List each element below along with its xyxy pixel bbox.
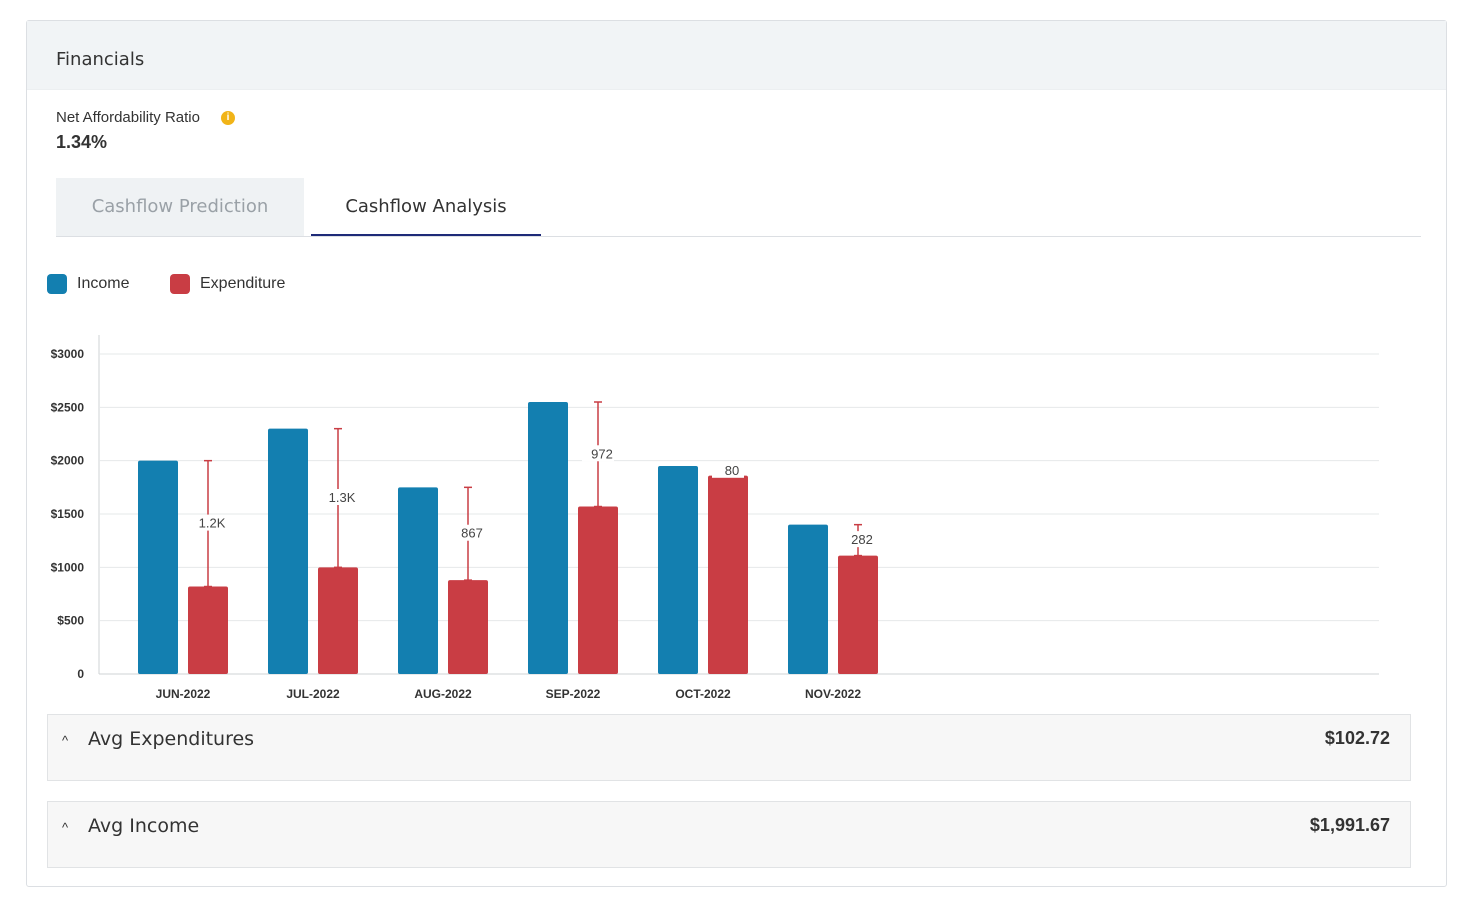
difference-label: 282	[851, 532, 873, 547]
affordability-value: 1.34%	[56, 132, 108, 152]
tab-cashflow-prediction[interactable]: Cashflow Prediction	[56, 178, 304, 236]
expenditure-bar	[578, 506, 618, 674]
chevron-up-icon: ^	[62, 733, 69, 748]
accordion-label: Avg Income	[88, 815, 200, 837]
expenditure-bar	[838, 555, 878, 674]
card-title: Financials	[56, 49, 145, 70]
expenditure-bar	[708, 475, 748, 674]
legend-item-income[interactable]: Income	[47, 274, 129, 294]
y-tick-label: $1500	[51, 507, 85, 521]
accordion-value: $102.72	[1324, 728, 1390, 748]
y-tick-label: $2000	[51, 454, 85, 468]
difference-label: 1.2K	[199, 516, 226, 531]
difference-label-bg	[192, 514, 224, 531]
y-tick-label: $2500	[51, 400, 85, 414]
difference-label: 80	[725, 463, 739, 478]
accordion-avg-income[interactable]: ^ Avg Income $1,991.67	[47, 801, 1411, 868]
income-bar	[658, 466, 698, 674]
x-tick-label: SEP-2022	[546, 687, 601, 701]
info-icon[interactable]: i	[221, 111, 235, 125]
x-tick-label: AUG-2022	[414, 687, 472, 701]
tab-divider	[56, 236, 1421, 237]
difference-label-bg	[452, 524, 484, 541]
difference-label-bg	[582, 445, 614, 462]
affordability-label: Net Affordability Ratio	[56, 109, 200, 126]
difference-label: 1.3K	[329, 490, 356, 505]
accordion-label: Avg Expenditures	[88, 728, 255, 750]
x-tick-label: JUL-2022	[286, 687, 340, 701]
card-header: Financials	[27, 21, 1446, 90]
accordion-avg-expenditures[interactable]: ^ Avg Expenditures $102.72	[47, 714, 1411, 781]
x-tick-label: JUN-2022	[156, 687, 211, 701]
y-tick-label: $500	[57, 614, 84, 628]
difference-label-bg	[322, 489, 354, 505]
income-bar	[528, 402, 568, 674]
legend-item-expenditure[interactable]: Expenditure	[170, 274, 285, 294]
y-tick-label: 0	[77, 667, 84, 681]
difference-label: 867	[461, 526, 483, 541]
difference-label-bg	[842, 531, 874, 548]
legend-label-income: Income	[77, 275, 130, 292]
legend-label-expenditure: Expenditure	[200, 275, 286, 292]
legend-swatch-expenditure	[170, 274, 190, 294]
expenditure-bar	[318, 567, 358, 674]
x-tick-label: NOV-2022	[805, 687, 861, 701]
x-tick-label: OCT-2022	[675, 687, 731, 701]
expenditure-bar	[188, 586, 228, 674]
income-bar	[398, 487, 438, 674]
chevron-up-icon: ^	[62, 820, 69, 835]
financials-card: Financials Net Affordability Ratio i 1.3…	[26, 20, 1447, 887]
expenditure-bar	[448, 580, 488, 674]
y-tick-label: $3000	[51, 347, 85, 361]
difference-label: 972	[591, 446, 613, 461]
accordion-value: $1,991.67	[1309, 815, 1390, 835]
difference-label-bg	[712, 461, 744, 478]
tab-cashflow-analysis[interactable]: Cashflow Analysis	[311, 178, 541, 236]
income-bar	[138, 460, 178, 674]
income-bar	[268, 428, 308, 674]
cashflow-bar-chart: 0 $500 $1000 $1500 $2000 $2500 $3000 1.2K JUN-20…	[51, 335, 1379, 701]
legend-swatch-income	[47, 274, 67, 294]
income-bar	[788, 524, 828, 674]
y-tick-label: $1000	[51, 560, 85, 574]
